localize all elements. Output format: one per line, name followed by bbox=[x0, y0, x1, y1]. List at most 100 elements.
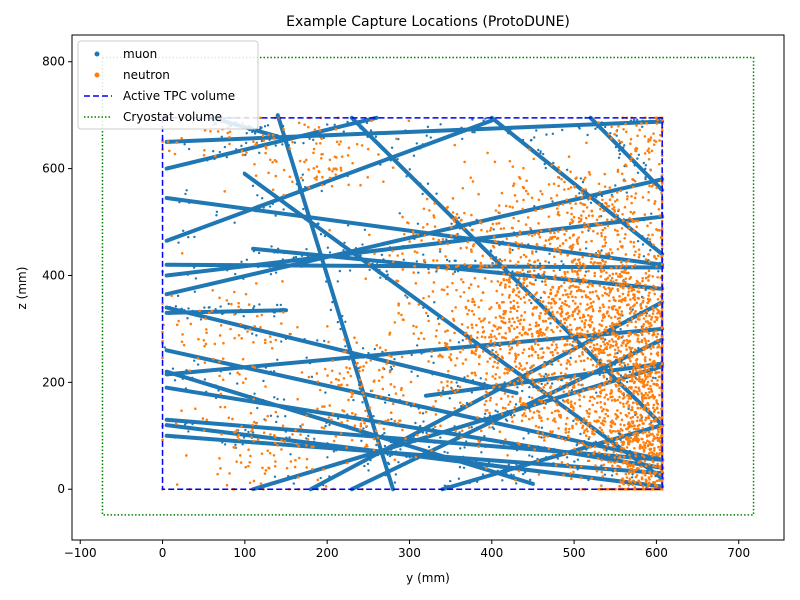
neutron-point bbox=[401, 252, 404, 256]
muon-point bbox=[440, 372, 444, 376]
neutron-point bbox=[271, 133, 275, 137]
neutron-point bbox=[577, 258, 581, 261]
muon-point bbox=[633, 164, 636, 167]
neutron-point bbox=[633, 253, 636, 257]
neutron-point bbox=[647, 430, 651, 434]
neutron-point bbox=[558, 250, 562, 253]
neutron-point bbox=[546, 417, 549, 421]
neutron-point bbox=[507, 403, 510, 406]
neutron-point bbox=[623, 385, 627, 388]
neutron-point bbox=[331, 169, 334, 173]
neutron-point bbox=[644, 342, 648, 345]
muon-point bbox=[491, 426, 494, 429]
neutron-point bbox=[629, 457, 632, 460]
neutron-point bbox=[170, 294, 173, 298]
neutron-point bbox=[280, 322, 283, 325]
neutron-point bbox=[235, 460, 238, 463]
muon-point bbox=[326, 442, 329, 445]
neutron-point bbox=[281, 424, 285, 428]
neutron-point bbox=[298, 159, 302, 163]
muon-point bbox=[328, 423, 331, 427]
muon-point bbox=[406, 296, 409, 299]
muon-point bbox=[644, 288, 647, 292]
neutron-point bbox=[539, 330, 543, 334]
neutron-point bbox=[585, 141, 588, 145]
neutron-point bbox=[240, 425, 243, 428]
neutron-point bbox=[605, 345, 608, 349]
neutron-point bbox=[646, 224, 649, 228]
neutron-point bbox=[619, 390, 623, 393]
neutron-point bbox=[584, 240, 588, 244]
neutron-point bbox=[614, 352, 617, 355]
neutron-point bbox=[553, 277, 557, 281]
neutron-point bbox=[269, 433, 272, 436]
neutron-point bbox=[627, 334, 631, 338]
neutron-point bbox=[628, 463, 632, 467]
muon-point bbox=[465, 457, 468, 460]
neutron-point bbox=[586, 223, 590, 227]
muon-point bbox=[182, 229, 185, 233]
muon-point bbox=[232, 214, 235, 218]
muon-point bbox=[361, 401, 364, 404]
neutron-point bbox=[643, 371, 646, 374]
neutron-point bbox=[319, 156, 323, 160]
neutron-point bbox=[624, 233, 627, 236]
neutron-point bbox=[585, 427, 589, 431]
neutron-point bbox=[221, 378, 225, 382]
neutron-point bbox=[533, 233, 536, 236]
neutron-point bbox=[575, 240, 579, 243]
neutron-point bbox=[523, 402, 526, 405]
y-tick-label: 200 bbox=[42, 375, 65, 389]
muon-point bbox=[505, 419, 509, 423]
muon-point bbox=[404, 129, 407, 132]
neutron-point bbox=[625, 476, 629, 479]
neutron-point bbox=[627, 320, 630, 324]
neutron-point bbox=[493, 160, 497, 164]
neutron-point bbox=[600, 470, 604, 474]
neutron-point bbox=[519, 255, 523, 259]
neutron-point bbox=[629, 240, 633, 244]
neutron-point bbox=[587, 415, 591, 418]
muon-point bbox=[446, 451, 449, 454]
muon-point bbox=[275, 420, 278, 424]
neutron-point bbox=[643, 373, 647, 377]
neutron-point bbox=[222, 341, 225, 345]
neutron-point bbox=[569, 378, 572, 381]
muon-point bbox=[324, 391, 327, 394]
neutron-point bbox=[532, 275, 536, 279]
neutron-point bbox=[437, 322, 441, 326]
neutron-point bbox=[498, 430, 502, 434]
muon-point bbox=[403, 237, 407, 241]
neutron-point bbox=[656, 254, 660, 258]
cryostat-volume bbox=[101, 56, 755, 516]
neutron-point bbox=[513, 478, 517, 482]
muon-point bbox=[611, 470, 615, 473]
muon-point bbox=[388, 246, 392, 249]
neutron-point bbox=[216, 130, 220, 133]
neutron-point bbox=[612, 205, 616, 209]
neutron-point bbox=[385, 362, 388, 365]
neutron-point bbox=[530, 196, 534, 200]
neutron-point bbox=[266, 449, 270, 453]
neutron-point bbox=[203, 148, 206, 152]
neutron-point bbox=[602, 351, 606, 354]
muon-point bbox=[443, 484, 446, 487]
muon-point bbox=[274, 214, 277, 217]
neutron-point bbox=[339, 169, 343, 172]
neutron-point bbox=[466, 299, 470, 303]
muon-point bbox=[315, 485, 319, 489]
muon-point bbox=[430, 440, 433, 443]
muon-point bbox=[483, 416, 486, 419]
neutron-point bbox=[502, 227, 506, 230]
muon-point bbox=[457, 216, 461, 219]
neutron-point bbox=[541, 319, 545, 323]
muon-point bbox=[447, 373, 450, 377]
neutron-point bbox=[569, 400, 573, 404]
neutron-point bbox=[577, 332, 581, 336]
muon-point bbox=[618, 432, 622, 436]
muon-point bbox=[583, 439, 586, 443]
neutron-point bbox=[467, 286, 471, 290]
neutron-point bbox=[652, 419, 655, 423]
neutron-point bbox=[530, 377, 534, 381]
neutron-point bbox=[547, 347, 551, 350]
